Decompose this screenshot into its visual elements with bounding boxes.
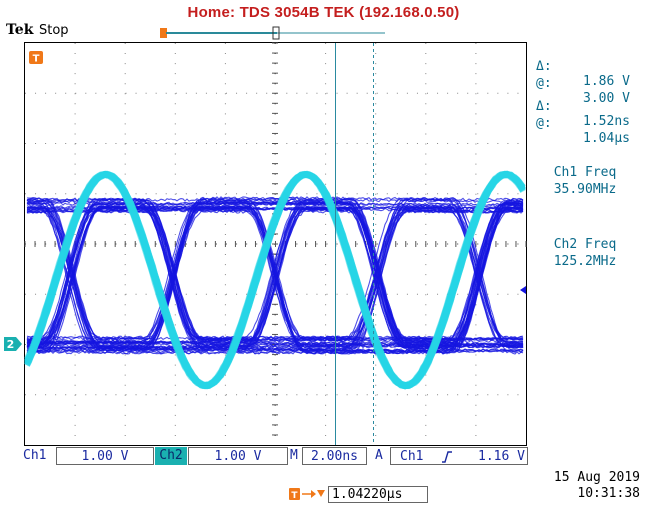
svg-text:T: T: [291, 491, 298, 501]
ch1-scale[interactable]: 1.00 V: [56, 447, 154, 465]
timebase-value[interactable]: 2.00ns: [302, 447, 367, 465]
trigger-marker-label: T: [33, 54, 40, 65]
ch2-freq-value: 125.2MHz: [553, 254, 617, 269]
trigger-position-icon: T: [289, 488, 325, 501]
time-delta-value: 1.52ns: [583, 114, 630, 129]
trigger-setup[interactable]: Ch1 1.16 V: [390, 447, 528, 465]
window-title: Home: TDS 3054B TEK (192.168.0.50): [187, 4, 460, 21]
time-delta-label: Δ:: [536, 99, 552, 114]
ch2-scale[interactable]: 1.00 V: [188, 447, 288, 465]
record-start-marker: [160, 28, 167, 38]
time-at-readout: @: 1.04µs: [536, 101, 630, 146]
ch1-trace-sweep: [26, 197, 524, 343]
ch1-freq-label: Ch1 Freq: [553, 165, 617, 180]
trigger-position-value[interactable]: 1.04220µs: [328, 486, 428, 503]
ch1-trace-sweep: [27, 203, 524, 355]
ch1-trace-sweep: [26, 197, 524, 340]
ch1-trace-sweep: [26, 347, 524, 353]
voltage-at-value: 3.00 V: [583, 91, 630, 106]
view-window-marker: [272, 26, 280, 40]
trigger-mode: A: [375, 448, 383, 463]
ch2-trace-sweep: [24, 171, 526, 389]
date-text: 15 Aug 2019: [553, 470, 640, 485]
time-delta-readout: Δ: 1.52ns: [536, 84, 630, 129]
rising-edge-icon: [442, 451, 452, 463]
ch1-trace-sweep: [26, 204, 524, 348]
voltage-at-label: @:: [536, 76, 552, 91]
ch2-freq-label: Ch2 Freq: [553, 237, 617, 252]
timebase-label: M: [290, 448, 298, 463]
time-text: 10:31:38: [577, 486, 640, 501]
trigger-level: 1.16 V: [478, 449, 525, 464]
voltage-delta-value: 1.86 V: [583, 74, 630, 89]
ch1-frequency-measurement: Ch1 Freq 35.90MHz: [530, 164, 640, 198]
ch2-marker-label: 2: [7, 338, 15, 351]
tek-logo: Tek: [6, 22, 34, 38]
time-at-value: 1.04µs: [583, 131, 630, 146]
ch2-label[interactable]: Ch2: [155, 447, 187, 465]
voltage-delta-label: Δ:: [536, 59, 552, 74]
ch1-trace-sweep: [26, 207, 524, 349]
acquisition-state: Stop: [39, 23, 69, 38]
time-at-label: @:: [536, 116, 552, 131]
ch2-frequency-measurement: Ch2 Freq 125.2MHz: [530, 236, 640, 270]
ch1-trace-sweep: [27, 206, 524, 344]
ch1-trigger-level-arrow: [520, 286, 526, 294]
trigger-source: Ch1: [400, 449, 424, 464]
record-length-bar: [160, 26, 385, 40]
voltage-delta-readout: Δ: 1.86 V: [536, 44, 630, 89]
voltage-at-readout: @: 3.00 V: [536, 61, 630, 106]
ch2-ground-marker[interactable]: 2: [4, 337, 22, 351]
ch2-sine-trace: [24, 170, 526, 390]
timestamp: 15 Aug 2019 10:31:38: [542, 470, 640, 502]
trigger-level-marker[interactable]: T: [29, 51, 43, 65]
status-bar: Ch1 1.00 V Ch2 1.00 V M 2.00ns A Ch1 1.1…: [22, 447, 528, 465]
ch1-label[interactable]: Ch1: [23, 448, 47, 463]
ch1-freq-value: 35.90MHz: [553, 182, 617, 197]
